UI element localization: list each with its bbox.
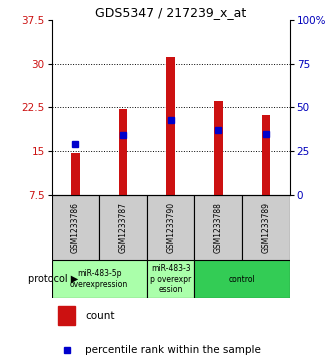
Bar [58,306,75,325]
Text: GSM1233787: GSM1233787 [119,202,128,253]
Bar [147,260,194,298]
Text: GSM1233789: GSM1233789 [261,202,270,253]
Text: protocol ▶: protocol ▶ [28,274,78,284]
Text: percentile rank within the sample: percentile rank within the sample [85,345,261,355]
Text: miR-483-3
p overexpr
ession: miR-483-3 p overexpr ession [150,264,191,294]
Bar [214,101,222,195]
Text: GSM1233788: GSM1233788 [214,202,223,253]
Bar [262,115,270,195]
Bar [119,109,127,195]
Bar [99,195,147,260]
Bar [194,260,290,298]
Text: miR-483-5p
overexpression: miR-483-5p overexpression [70,269,128,289]
Bar [52,195,99,260]
Bar [147,195,194,260]
Text: control: control [229,274,255,284]
Bar [194,195,242,260]
Bar [52,260,147,298]
Text: GSM1233790: GSM1233790 [166,202,175,253]
Title: GDS5347 / 217239_x_at: GDS5347 / 217239_x_at [95,6,246,19]
Text: count: count [85,311,115,321]
Text: GSM1233786: GSM1233786 [71,202,80,253]
Bar [71,153,80,195]
Bar [242,195,290,260]
Bar [166,57,175,195]
